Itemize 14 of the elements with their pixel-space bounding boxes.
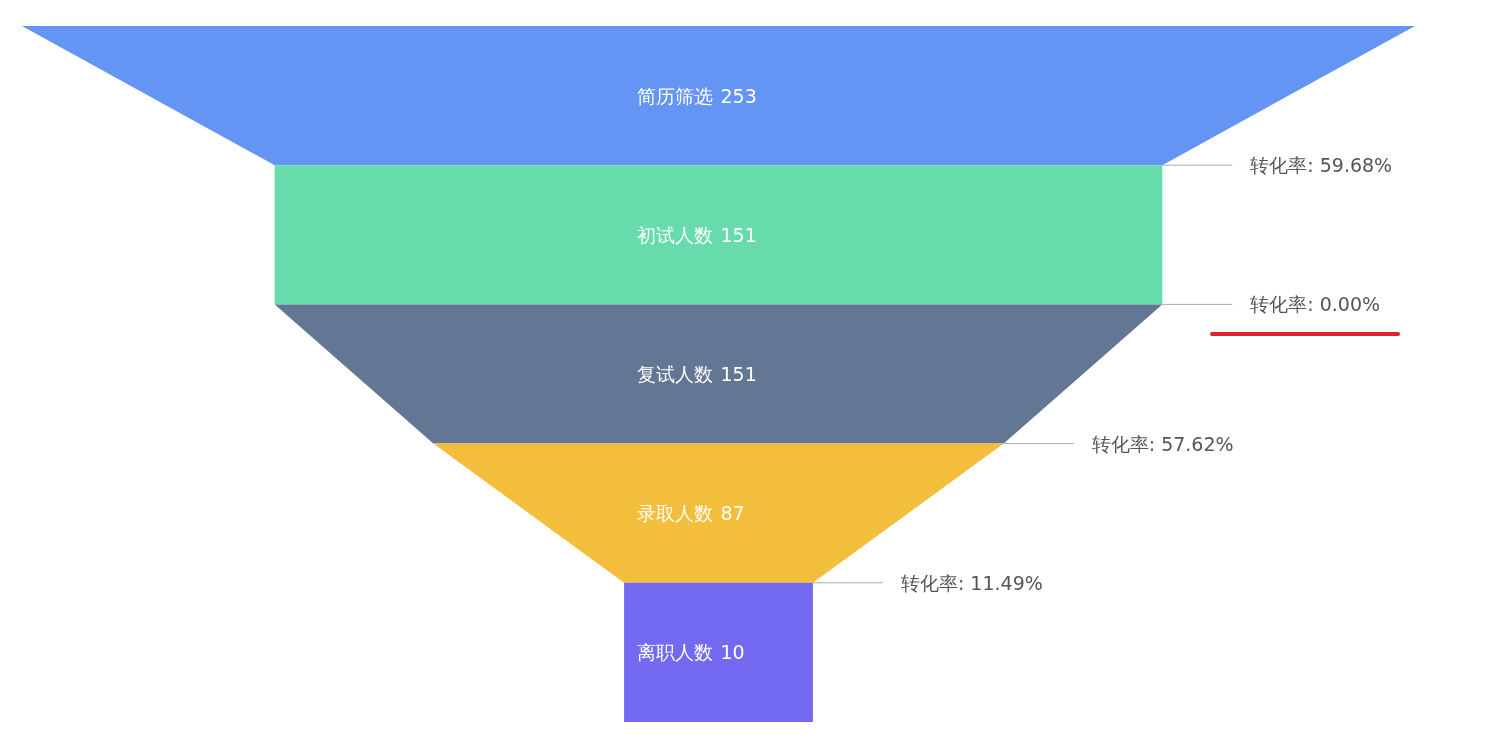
category-label: 简历筛选	[636, 84, 713, 107]
data-label: 151	[720, 223, 757, 246]
text: 转化率: 0.00%	[1250, 293, 1381, 316]
text: 转化率: 57.62%	[1091, 432, 1234, 455]
text: 转化率: 59.68%	[1250, 154, 1393, 177]
data-label: 151	[720, 363, 757, 385]
category-label: 初试人数	[636, 223, 713, 246]
text: 转化率: 11.49%	[900, 571, 1043, 594]
data-label: 87	[720, 502, 745, 525]
category-label: 录取人数	[636, 502, 713, 525]
category-label: 复试人数	[636, 363, 713, 385]
data-label: 10	[720, 641, 745, 664]
data-label: 253	[720, 84, 757, 107]
category-label: 离职人数	[636, 641, 713, 664]
